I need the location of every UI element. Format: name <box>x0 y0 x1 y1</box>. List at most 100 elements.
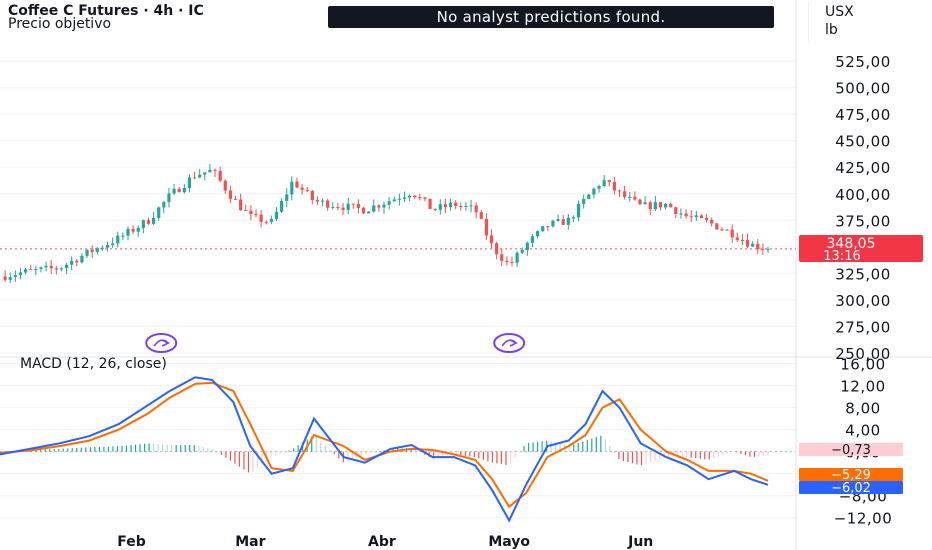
candle-body <box>218 170 222 181</box>
candle-body <box>454 202 458 207</box>
candle-body <box>182 187 186 193</box>
candle-body <box>105 244 110 248</box>
countdown-timer: 13:16 <box>823 249 860 264</box>
unit-label[interactable]: USX lb <box>808 2 932 42</box>
candle-body <box>131 228 135 232</box>
macd-tick-label: −12,00 <box>834 510 893 528</box>
candle <box>8 272 12 284</box>
candle <box>382 201 386 214</box>
candle-body <box>254 213 258 215</box>
candle-body <box>479 212 483 219</box>
event-marker-ring <box>493 333 526 353</box>
candle-body <box>582 199 586 204</box>
candle <box>530 234 535 248</box>
time-axis[interactable]: Feb Mar Abr Mayo Jun <box>117 528 932 550</box>
candle-body <box>331 207 335 209</box>
candle-body <box>561 219 565 225</box>
candle <box>740 234 744 246</box>
event-markers[interactable] <box>145 333 526 353</box>
candle-body <box>520 250 524 253</box>
candle-body <box>310 190 314 201</box>
candle <box>474 202 478 219</box>
candle <box>664 203 668 210</box>
candle <box>546 226 550 231</box>
candle <box>192 171 197 179</box>
candle <box>254 209 258 218</box>
price-tick-label: 425,00 <box>835 159 891 177</box>
candlestick-series <box>3 163 770 284</box>
candle <box>187 174 192 193</box>
price-tick-label: 450,00 <box>835 133 891 151</box>
candle <box>239 193 243 211</box>
candle-body <box>428 198 432 209</box>
candle-body <box>300 187 304 190</box>
candle-body <box>49 265 53 269</box>
candle-body <box>464 205 468 207</box>
chart-subtitle: Precio objetivo <box>8 16 112 32</box>
candle-body <box>658 202 663 208</box>
candle-body <box>704 218 709 220</box>
candle <box>479 209 483 220</box>
candle <box>561 215 565 225</box>
candle <box>402 191 407 203</box>
candle-body <box>315 200 320 202</box>
candle <box>64 262 69 275</box>
macd-line <box>0 376 769 523</box>
candle <box>428 198 432 209</box>
candle-body <box>408 195 412 198</box>
candle-body <box>674 207 678 215</box>
candle <box>75 259 79 266</box>
candle <box>669 202 673 208</box>
candle-body <box>402 197 407 199</box>
price-tick-label: 500,00 <box>835 80 891 98</box>
candle-body <box>669 203 673 208</box>
candle <box>259 210 263 228</box>
macd-title: MACD (12, 26, close) <box>20 356 167 372</box>
candle <box>612 176 616 195</box>
candle <box>146 217 151 225</box>
candle-body <box>459 206 463 208</box>
candle-body <box>689 216 693 218</box>
candle <box>448 198 453 211</box>
candle-body <box>203 172 207 175</box>
candle <box>280 198 284 214</box>
time-tick-label: Mayo <box>488 534 530 550</box>
candle <box>510 256 514 267</box>
candle-body <box>85 249 89 256</box>
candle-body <box>500 254 504 261</box>
candle-body <box>295 181 299 188</box>
candle-body <box>751 243 755 247</box>
histogram-value-badge-text: −0,73 <box>831 443 871 458</box>
candle <box>213 168 217 178</box>
candle <box>105 241 110 252</box>
candle-body <box>172 188 176 194</box>
candle <box>730 224 734 243</box>
candle <box>70 256 74 271</box>
candle-body <box>413 195 417 198</box>
candle <box>438 199 442 215</box>
candle <box>167 187 171 208</box>
candle <box>223 179 227 195</box>
candle-body <box>269 219 273 222</box>
price-tick-label: 375,00 <box>835 212 891 230</box>
candle <box>556 214 560 222</box>
candle <box>361 206 366 214</box>
candle-body <box>587 194 591 200</box>
candle-body <box>694 215 698 218</box>
price-axis[interactable]: 525,00 500,00 475,00 450,00 425,00 400,00 375,… <box>835 53 891 363</box>
candle <box>336 202 340 211</box>
candle <box>576 200 581 222</box>
candle-body <box>259 214 263 222</box>
candle <box>484 213 488 240</box>
candle-body <box>474 205 478 213</box>
candle <box>356 199 360 214</box>
candle-body <box>121 235 125 237</box>
candle-body <box>469 205 473 207</box>
price-tick-label: 525,00 <box>835 53 891 71</box>
candle <box>433 208 437 212</box>
candle <box>295 177 299 189</box>
candle <box>300 184 304 195</box>
